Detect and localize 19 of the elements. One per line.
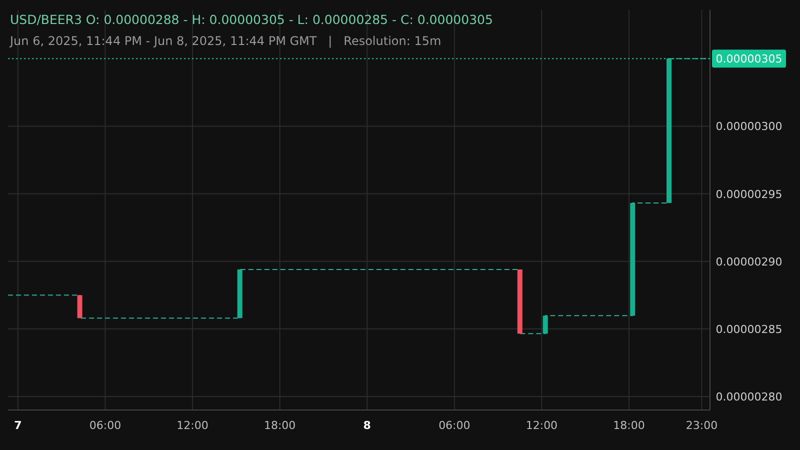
text: Jun 6, 2025, 11:44 PM - Jun 8, 2025, 11:44 PM GMT | Resolution: 15m: [9, 34, 442, 48]
chart-title: USD/BEER3 O: 0.00000288 - H: 0.00000305 - L: 0.00000285 - C: 0.00000305: [10, 12, 493, 27]
x-tick-label: 8: [363, 419, 371, 432]
y-tick-label: 0.00000290: [716, 255, 782, 268]
x-tick-label: 7: [14, 419, 22, 432]
x-tick-label: 12:00: [176, 419, 208, 432]
y-tick-label: 0.00000280: [716, 390, 782, 404]
x-tick-label: 12:00: [526, 419, 558, 432]
candlestick: [77, 294, 82, 319]
ref-line-label: 0.00000305: [716, 52, 782, 66]
y-tick-label: 0.00000300: [716, 120, 782, 134]
x-tick-label: 06:00: [438, 419, 470, 432]
x-tick-label: 18:00: [613, 419, 645, 432]
candlestick: [542, 315, 548, 334]
x-tick-label: 23:00: [686, 419, 718, 432]
x-tick-label: 18:00: [264, 419, 296, 432]
y-tick-label: 0.00000295: [716, 188, 782, 201]
x-tick-label: 06:00: [89, 419, 122, 432]
y-tick-label: 0.00000285: [716, 322, 782, 336]
